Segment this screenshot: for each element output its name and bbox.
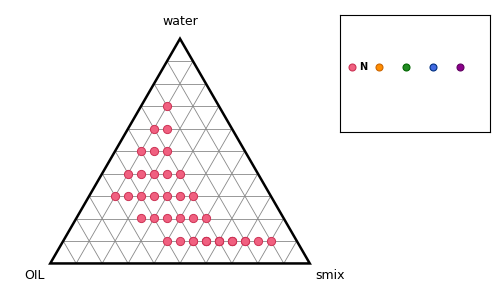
Point <box>176 194 184 198</box>
Point <box>150 216 158 221</box>
Point <box>163 171 171 176</box>
Point <box>150 194 158 198</box>
Point <box>254 239 262 243</box>
Point <box>228 239 236 243</box>
Point <box>137 194 145 198</box>
Point <box>124 171 132 176</box>
Point <box>163 126 171 131</box>
Point <box>137 149 145 154</box>
Point <box>163 216 171 221</box>
Point <box>267 239 275 243</box>
Point <box>189 216 197 221</box>
Point <box>137 216 145 221</box>
Point <box>176 171 184 176</box>
Point <box>202 216 210 221</box>
Point <box>163 239 171 243</box>
Point <box>150 149 158 154</box>
Point <box>215 239 223 243</box>
Point <box>163 194 171 198</box>
Text: water: water <box>162 15 198 28</box>
Text: OIL: OIL <box>24 269 45 282</box>
Point <box>111 194 119 198</box>
Point <box>163 104 171 108</box>
Point <box>202 239 210 243</box>
Point <box>189 239 197 243</box>
Point <box>150 171 158 176</box>
Point <box>215 239 223 243</box>
Point <box>228 239 236 243</box>
Point <box>202 239 210 243</box>
Point <box>163 149 171 154</box>
Text: smix: smix <box>315 269 344 282</box>
Point <box>241 239 249 243</box>
Point <box>228 239 236 243</box>
Point <box>176 239 184 243</box>
Point <box>150 126 158 131</box>
Point <box>176 216 184 221</box>
Point <box>215 239 223 243</box>
Point <box>202 239 210 243</box>
Point <box>124 194 132 198</box>
Point <box>241 239 249 243</box>
Point <box>189 194 197 198</box>
Text: N: N <box>360 62 368 72</box>
Point <box>137 171 145 176</box>
Point <box>189 239 197 243</box>
Point <box>215 239 223 243</box>
